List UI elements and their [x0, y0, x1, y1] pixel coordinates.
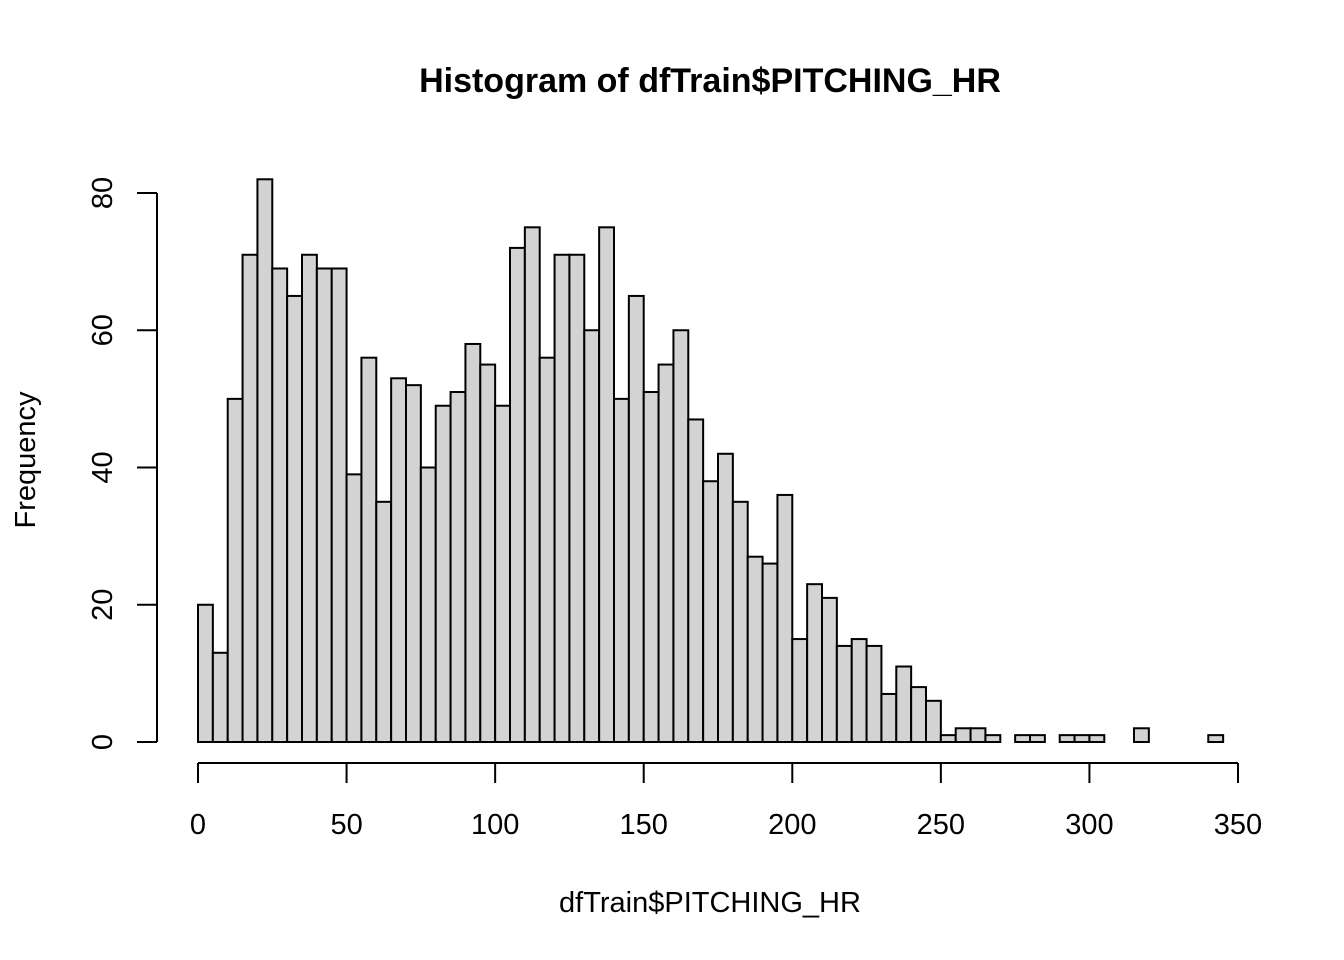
histogram-bar	[835, 644, 853, 743]
histogram-bar	[523, 226, 541, 743]
histogram-bar	[687, 418, 705, 743]
histogram-bar	[865, 644, 883, 743]
y-tick-label: 40	[87, 451, 119, 483]
histogram-bar	[494, 404, 511, 743]
histogram-bar	[479, 363, 497, 743]
histogram-bar	[1088, 734, 1106, 744]
histogram-bar	[717, 452, 734, 743]
histogram-bar	[731, 500, 749, 743]
histogram-bar	[315, 267, 333, 743]
histogram-bar	[405, 384, 422, 743]
histogram-bar	[1058, 734, 1076, 744]
y-tick-label: 60	[87, 314, 119, 346]
histogram-bar	[330, 267, 348, 743]
histogram-bar	[301, 253, 318, 743]
histogram-bar	[746, 555, 764, 744]
histogram-bar	[806, 583, 824, 743]
histogram-bar	[241, 253, 259, 743]
histogram-bar	[1014, 734, 1032, 744]
histogram-bar	[271, 267, 289, 743]
y-axis-label: Frequency	[10, 391, 42, 529]
histogram-bar	[226, 397, 244, 743]
histogram-bar	[969, 727, 987, 744]
histogram-bar	[598, 226, 616, 743]
histogram-bar	[583, 329, 601, 743]
histogram-bar	[880, 692, 898, 744]
histogram-bar	[821, 596, 838, 744]
histogram-bar	[449, 391, 467, 743]
histogram-bar	[197, 603, 214, 743]
x-tick-label: 0	[190, 809, 206, 841]
histogram-bar	[1073, 734, 1091, 744]
histogram-bar	[345, 473, 363, 743]
x-tick-label: 100	[471, 809, 519, 841]
histogram-bar	[375, 500, 393, 743]
histogram-bar	[1029, 734, 1046, 744]
bars-group	[197, 178, 1225, 744]
histogram-bar	[984, 734, 1002, 744]
histogram-bar	[613, 397, 630, 743]
x-tick-label: 250	[917, 809, 965, 841]
x-tick-label: 200	[768, 809, 816, 841]
y-axis: 0 20 40 60 80	[87, 177, 158, 750]
histogram-bar	[1207, 734, 1225, 744]
histogram-bar	[791, 638, 809, 743]
histogram-bar	[954, 727, 972, 744]
x-axis-label: dfTrain$PITCHING_HR	[559, 887, 861, 919]
histogram-bar	[850, 638, 868, 743]
histogram-bar	[256, 178, 274, 743]
histogram-bar	[568, 253, 586, 743]
chart-title: Histogram of dfTrain$PITCHING_HR	[419, 62, 1001, 100]
histogram-bar	[672, 329, 690, 743]
x-axis: 0 50 100 150 200 250 300 350	[190, 762, 1262, 841]
histogram-bar	[657, 363, 675, 743]
y-tick-label: 0	[87, 734, 119, 750]
histogram-bar	[390, 377, 407, 743]
histogram-bar	[538, 356, 556, 743]
histogram-bar	[419, 466, 437, 743]
x-tick-label: 350	[1214, 809, 1262, 841]
histogram-bar	[627, 294, 645, 743]
histogram-bar	[910, 686, 928, 743]
y-tick-label: 20	[87, 589, 119, 621]
histogram-bar	[702, 480, 720, 743]
y-tick-label: 80	[87, 177, 119, 209]
histogram-bar	[211, 651, 229, 743]
x-tick-label: 150	[620, 809, 668, 841]
histogram-bar	[895, 665, 913, 744]
histogram-bar	[464, 342, 482, 743]
histogram-bar	[761, 562, 779, 744]
x-tick-label: 50	[330, 809, 362, 841]
histogram-bar	[776, 493, 794, 744]
histogram-bar	[360, 356, 378, 743]
histogram-bar	[509, 246, 526, 743]
histogram-bar	[434, 404, 452, 743]
histogram-bar	[553, 253, 571, 743]
x-tick-label: 300	[1065, 809, 1113, 841]
histogram-bar	[939, 734, 957, 744]
histogram-bar	[286, 294, 303, 743]
histogram-bar	[925, 699, 942, 744]
histogram-bar	[642, 391, 660, 743]
histogram-bar	[1133, 727, 1150, 744]
